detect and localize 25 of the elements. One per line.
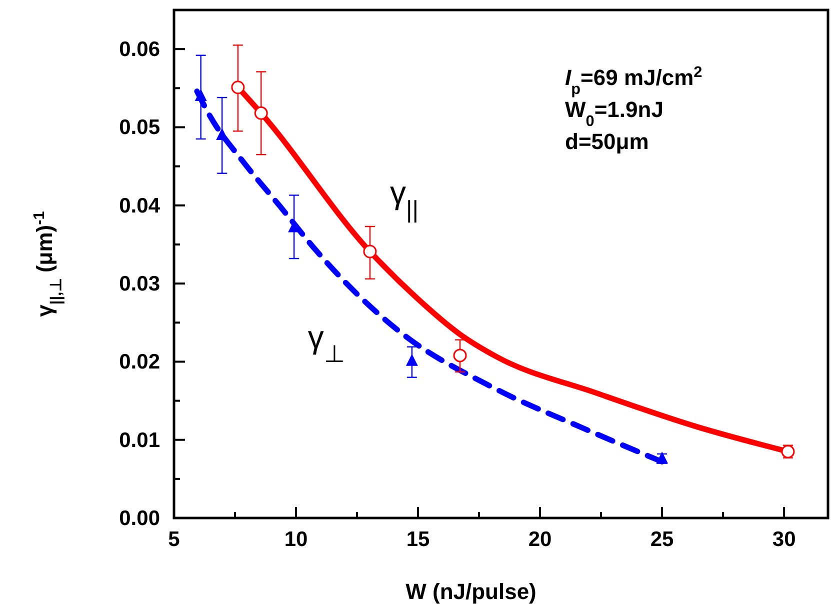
- x-tick-label: 5: [168, 528, 180, 551]
- point: [453, 348, 467, 362]
- y-tick-label: 0.04: [119, 194, 160, 218]
- point: [231, 80, 245, 94]
- annotation: I$_{p}$=69 mJ/cm$^{2}$: [565, 64, 702, 98]
- y-tick-label: 0.02: [119, 350, 160, 374]
- x-axis-title: W (nJ/pulse): [406, 579, 536, 604]
- y-tick-label: 0.06: [119, 38, 160, 62]
- annotation: d=50μm: [565, 129, 649, 154]
- annotation: W$_{0}$=1.9nJ: [565, 97, 664, 130]
- x-tick-label: 25: [650, 528, 674, 551]
- point: [363, 244, 377, 258]
- y-tick-label: 0.01: [119, 428, 160, 452]
- x-tick-label: 20: [528, 528, 552, 551]
- y-tick-label: 0.03: [119, 272, 160, 296]
- x-tick-label: 15: [406, 528, 430, 551]
- x-tick-label: 10: [284, 528, 308, 551]
- point: [254, 106, 268, 120]
- series-label: γ$_{⊥}$: [308, 319, 345, 368]
- y-tick-label: 0.05: [119, 116, 160, 140]
- point: [194, 88, 207, 101]
- series-label: γ$_{||}$: [390, 174, 418, 223]
- point: [406, 354, 418, 366]
- x-tick-label: 30: [772, 528, 796, 551]
- y-tick-label: 0.00: [119, 507, 160, 530]
